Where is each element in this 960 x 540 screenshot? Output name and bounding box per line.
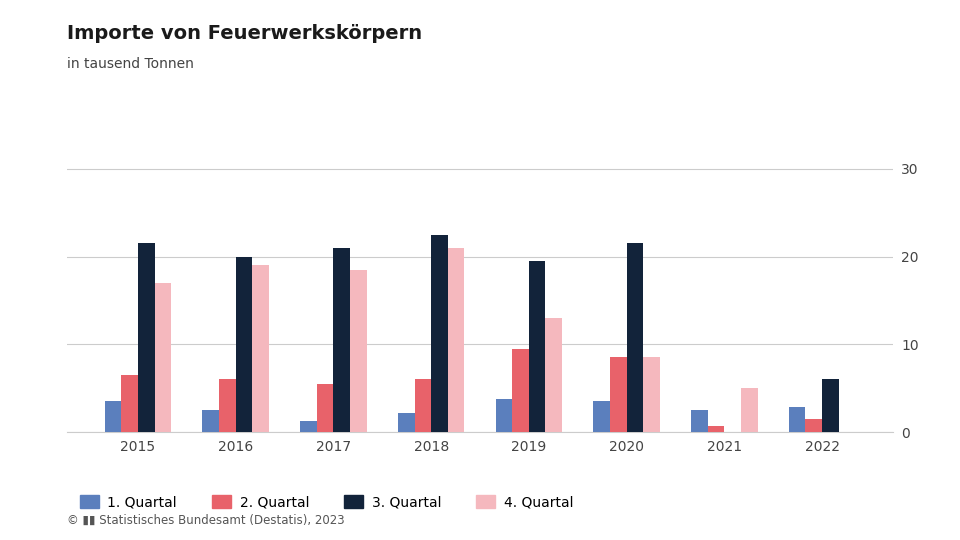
- Bar: [105, 401, 121, 432]
- Bar: [415, 379, 431, 432]
- Bar: [805, 419, 822, 432]
- Bar: [397, 413, 415, 432]
- Bar: [513, 349, 529, 432]
- Bar: [138, 244, 155, 432]
- Legend: 1. Quartal, 2. Quartal, 3. Quartal, 4. Quartal: 1. Quartal, 2. Quartal, 3. Quartal, 4. Q…: [74, 489, 579, 515]
- Bar: [822, 379, 839, 432]
- Bar: [593, 401, 610, 432]
- Bar: [529, 261, 545, 432]
- Bar: [236, 256, 252, 432]
- Bar: [431, 234, 447, 432]
- Bar: [741, 388, 757, 432]
- Text: © ▮▮ Statistisches Bundesamt (Destatis), 2023: © ▮▮ Statistisches Bundesamt (Destatis),…: [67, 514, 345, 526]
- Bar: [121, 375, 138, 432]
- Bar: [789, 407, 805, 432]
- Bar: [447, 248, 465, 432]
- Bar: [333, 248, 350, 432]
- Bar: [643, 357, 660, 432]
- Bar: [691, 410, 708, 432]
- Bar: [252, 265, 269, 432]
- Bar: [495, 399, 513, 432]
- Bar: [610, 357, 627, 432]
- Bar: [627, 244, 643, 432]
- Bar: [203, 410, 219, 432]
- Bar: [155, 283, 171, 432]
- Bar: [708, 426, 724, 432]
- Bar: [317, 384, 333, 432]
- Bar: [219, 379, 236, 432]
- Text: in tausend Tonnen: in tausend Tonnen: [67, 57, 194, 71]
- Bar: [545, 318, 563, 432]
- Bar: [350, 269, 367, 432]
- Bar: [300, 421, 317, 432]
- Text: Importe von Feuerwerkskörpern: Importe von Feuerwerkskörpern: [67, 24, 422, 43]
